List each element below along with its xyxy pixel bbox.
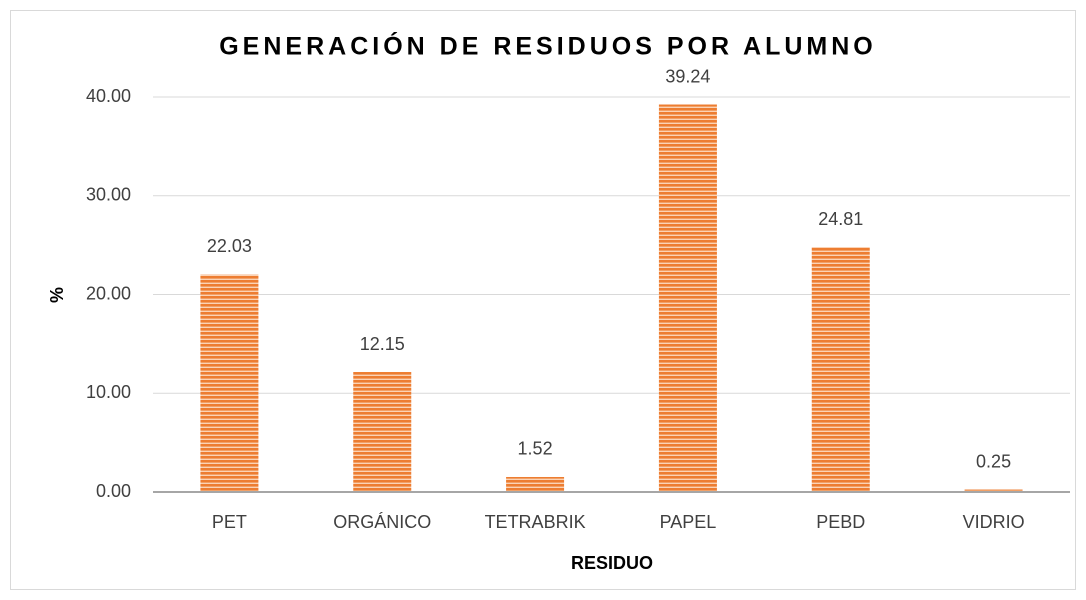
- bar: [200, 274, 259, 492]
- bar: [506, 476, 565, 492]
- x-tick-label: VIDRIO: [963, 512, 1025, 532]
- data-label: 12.15: [360, 334, 405, 354]
- x-tick-label: PET: [212, 512, 247, 532]
- y-tick-label: 20.00: [86, 283, 131, 303]
- data-label: 24.81: [818, 209, 863, 229]
- data-label: 39.24: [665, 66, 710, 86]
- y-tick-label: 30.00: [86, 185, 131, 205]
- data-label: 22.03: [207, 236, 252, 256]
- x-tick-label: PAPEL: [660, 512, 717, 532]
- x-axis-label: RESIDUO: [571, 553, 653, 573]
- bar: [964, 489, 1023, 492]
- y-axis-label: %: [47, 287, 67, 303]
- bar: [811, 247, 870, 492]
- data-label: 1.52: [518, 439, 553, 459]
- data-label: 0.25: [976, 451, 1011, 471]
- y-tick-label: 10.00: [86, 382, 131, 402]
- chart-title: GENERACIÓN DE RESIDUOS POR ALUMNO: [219, 31, 877, 61]
- y-tick-label: 40.00: [86, 86, 131, 106]
- x-tick-label: PEBD: [816, 512, 865, 532]
- bar: [353, 372, 412, 492]
- x-tick-label: TETRABRIK: [485, 512, 586, 532]
- bar: [658, 104, 717, 492]
- y-tick-label: 0.00: [96, 481, 131, 501]
- x-tick-label: ORGÁNICO: [333, 512, 431, 532]
